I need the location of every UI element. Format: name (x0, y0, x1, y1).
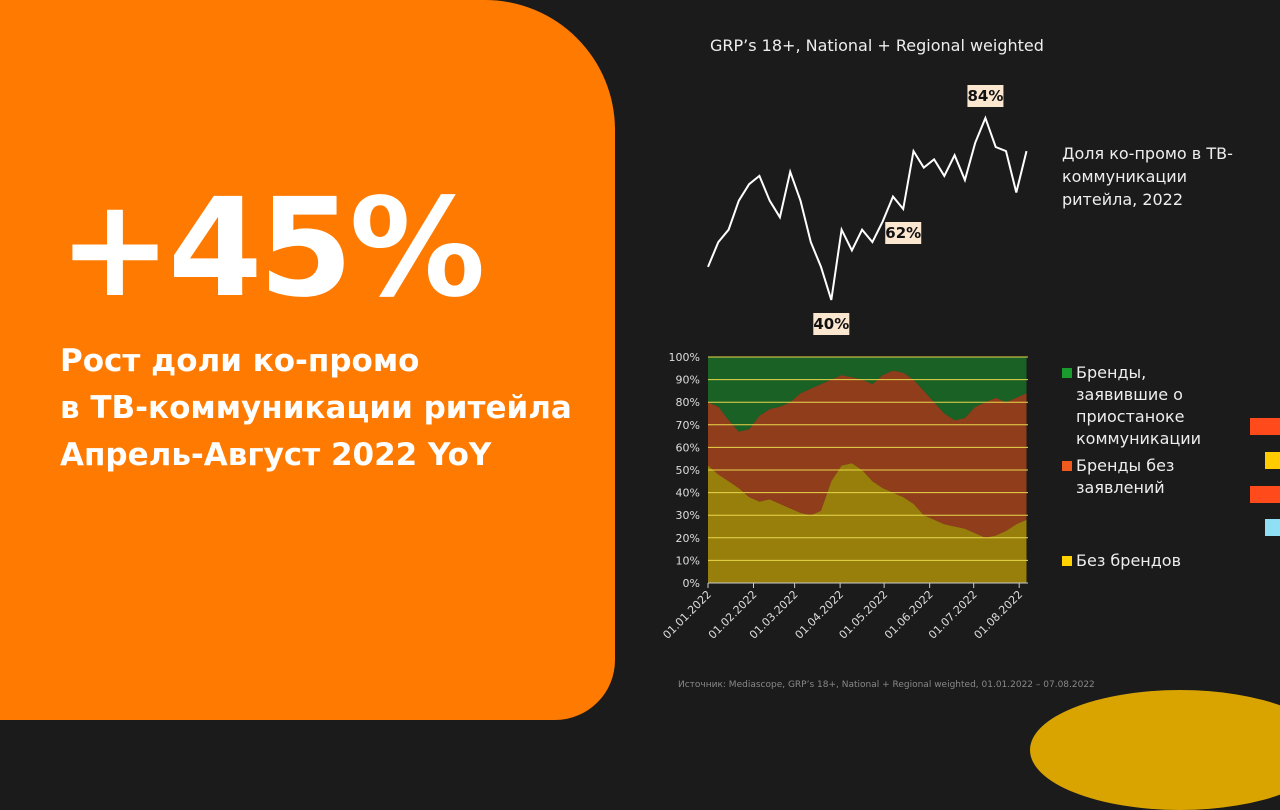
y-tick-label: 70% (676, 419, 700, 432)
decoration (1265, 452, 1280, 469)
legend-label: Без брендов (1076, 551, 1182, 570)
y-tick-label: 10% (676, 554, 700, 567)
legend-swatch (1062, 556, 1072, 566)
y-tick-label: 30% (676, 509, 700, 522)
charts: 40% 62% 84% 0% 10% 20% 30% 40% 50% 60% 70% 80% 90% 10… (660, 85, 1028, 642)
chart-header: GRP’s 18+, National + Regional weighted (710, 36, 1044, 55)
value-label-text: 84% (967, 87, 1003, 105)
headline: +45% (58, 170, 485, 328)
area (708, 463, 1027, 583)
orange-panel (0, 0, 615, 720)
legend-label: Бренды, заявившие о приостаноке коммуник… (1076, 363, 1202, 448)
value-label-text: 40% (813, 315, 849, 333)
decoration (1265, 519, 1280, 536)
legend-item: Бренды без заявлений (1062, 455, 1236, 499)
area (708, 370, 1027, 538)
legend-swatch (1062, 368, 1072, 378)
y-tick-label: 50% (676, 464, 700, 477)
decoration (1250, 418, 1280, 435)
legend-item: Без брендов (1062, 550, 1236, 572)
area (708, 357, 1027, 432)
value-label-bg (813, 313, 850, 335)
value-label-bg (967, 85, 1004, 107)
y-tick-label: 20% (676, 532, 700, 545)
y-tick-label: 80% (676, 396, 700, 409)
line (707, 115, 1028, 301)
subtitle-line: Рост доли ко-промо (60, 343, 420, 379)
legend-swatch (1062, 461, 1072, 471)
source: Источник: Mediascope, GRP’s 18+, Nationa… (678, 680, 1095, 690)
legend-item: Бренды, заявившие о приостаноке коммуник… (1062, 362, 1236, 450)
y-tick-label: 60% (676, 441, 700, 454)
subtitle-line: Апрель-Август 2022 YoY (60, 437, 492, 473)
value-label: 84% (967, 85, 1004, 107)
y-tick-label: 100% (669, 351, 700, 364)
value-label-text: 62% (885, 224, 921, 242)
y-tick-label: 40% (676, 487, 700, 500)
line-chart-title: Доля ко-промо в ТВ-коммуникации ритейла,… (1062, 144, 1233, 209)
decoration (1250, 486, 1280, 503)
legend-label: Бренды без заявлений (1076, 456, 1175, 497)
value-label-bg (885, 222, 922, 244)
subtitle: Рост доли ко-промо в ТВ-коммуникации рит… (60, 338, 572, 479)
x-tick-label: 01.08.2022 (972, 588, 1026, 642)
value-label: 40% (813, 313, 850, 335)
y-tick-label: 0% (683, 577, 700, 590)
value-label: 62% (885, 222, 922, 244)
y-tick-label: 90% (676, 374, 700, 387)
subtitle-line: в ТВ-коммуникации ритейла (60, 390, 572, 426)
